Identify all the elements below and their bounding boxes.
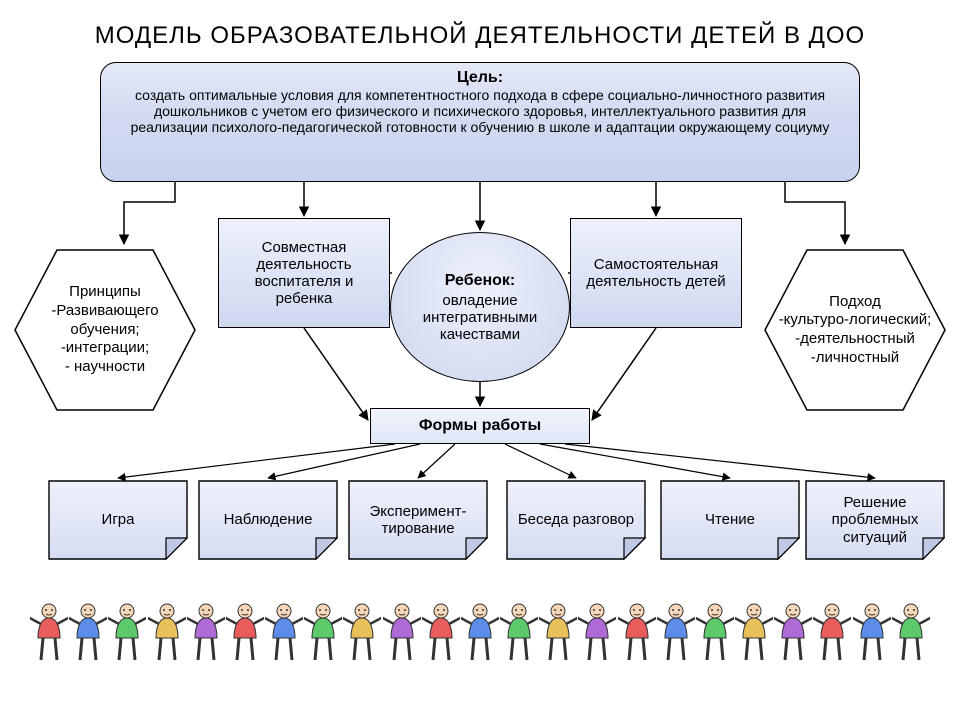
kid-icon xyxy=(343,602,381,664)
form-note-1: Наблюдение xyxy=(198,480,338,560)
kid-icon xyxy=(304,602,342,664)
principles-hex: Принципы -Развивающего обучения; -интегр… xyxy=(10,245,200,415)
diagram-canvas: МОДЕЛЬ ОБРАЗОВАТЕЛЬНОЙ ДЕЯТЕЛЬНОСТИ ДЕТЕ… xyxy=(0,0,960,720)
approach-title: Подход xyxy=(829,293,881,312)
principles-item-2: - научности xyxy=(65,358,145,377)
form-note-0: Игра xyxy=(48,480,188,560)
joint-activity-box: Совместная деятельность воспитателя и ре… xyxy=(218,218,390,328)
kid-icon xyxy=(539,602,577,664)
child-ellipse: Ребенок: овладение интегративными качест… xyxy=(390,232,570,382)
kid-icon xyxy=(696,602,734,664)
kid-icon xyxy=(422,602,460,664)
forms-label-box: Формы работы xyxy=(370,408,590,444)
principles-title: Принципы xyxy=(69,283,141,302)
goal-box: Цель: создать оптимальные условия для ко… xyxy=(100,62,860,182)
goal-body: создать оптимальные условия для компетен… xyxy=(119,87,841,135)
approach-item-0: -культуро-логический; xyxy=(779,311,932,330)
kid-icon xyxy=(657,602,695,664)
kid-icon xyxy=(813,602,851,664)
form-note-3: Беседа разговор xyxy=(506,480,646,560)
approach-item-2: -личностный xyxy=(811,349,899,368)
kid-icon xyxy=(618,602,656,664)
children-decoration xyxy=(30,602,930,664)
kid-icon xyxy=(892,602,930,664)
kid-icon xyxy=(226,602,264,664)
form-note-5: Решение проблемных ситуаций xyxy=(805,480,945,560)
child-body: овладение интегративными качествами xyxy=(401,292,559,343)
kid-icon xyxy=(461,602,499,664)
self-activity-box: Самостоятельная деятельность детей xyxy=(570,218,742,328)
principles-item-0: -Развивающего обучения; xyxy=(16,302,194,340)
goal-header: Цель: xyxy=(119,69,841,87)
kid-icon xyxy=(853,602,891,664)
kid-icon xyxy=(774,602,812,664)
kid-icon xyxy=(187,602,225,664)
kid-icon xyxy=(108,602,146,664)
approach-hex: Подход -культуро-логический; -деятельнос… xyxy=(760,245,950,415)
approach-item-1: -деятельностный xyxy=(795,330,915,349)
diagram-title: МОДЕЛЬ ОБРАЗОВАТЕЛЬНОЙ ДЕЯТЕЛЬНОСТИ ДЕТЕ… xyxy=(0,22,960,50)
form-note-2: Эксперимент-тирование xyxy=(348,480,488,560)
kid-icon xyxy=(578,602,616,664)
kid-icon xyxy=(148,602,186,664)
form-note-4: Чтение xyxy=(660,480,800,560)
kid-icon xyxy=(30,602,68,664)
kid-icon xyxy=(69,602,107,664)
kid-icon xyxy=(735,602,773,664)
kid-icon xyxy=(500,602,538,664)
principles-item-1: -интеграции; xyxy=(61,339,149,358)
child-title: Ребенок: xyxy=(445,272,516,290)
kid-icon xyxy=(383,602,421,664)
kid-icon xyxy=(265,602,303,664)
